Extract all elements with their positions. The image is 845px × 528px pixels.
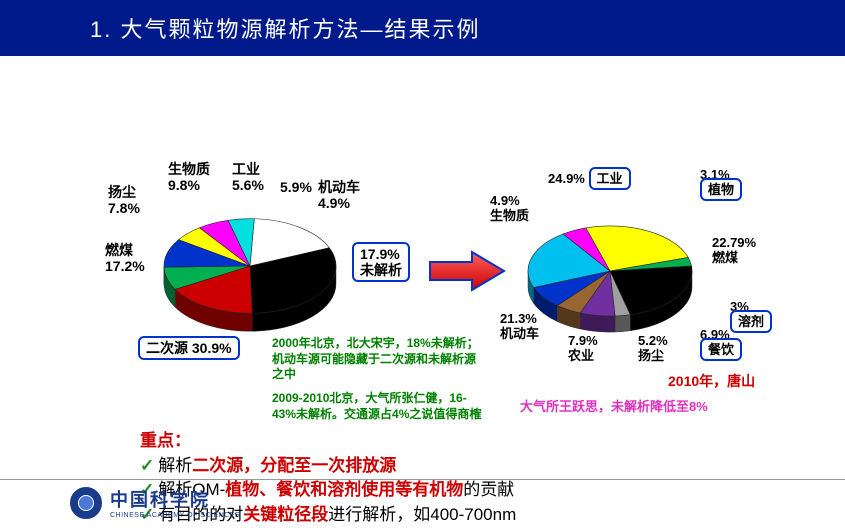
pie-left-label: 17.9%未解析: [352, 242, 410, 282]
footer-org-cn: 中国科学院: [110, 486, 240, 512]
pie-left-label: 机动车4.9%: [318, 179, 360, 211]
pie-left-label: 生物质9.8%: [168, 161, 210, 193]
pie-left-label: 燃煤17.2%: [105, 242, 145, 274]
pie-right-label: 4.9%生物质: [490, 194, 529, 224]
pie-right-label: 24.9% 工业: [548, 172, 631, 187]
pie-right-label: 7.9%农业: [568, 334, 598, 364]
note-green-2: 2009-2010北京，大气所张仁健，16- 43%未解析。交通源占4%之说值得…: [272, 391, 502, 422]
pie-right-label: 3.1%植物: [700, 168, 742, 198]
note-pink: 大气所王跃思，未解析降低至8%: [520, 396, 708, 415]
pie-right-label: 5.2%扬尘: [638, 334, 668, 364]
footer: 中国科学院 CHINESE ACADEMY OF SCIENCES: [0, 479, 845, 525]
arrow-icon: [428, 246, 508, 296]
cas-logo-icon: [70, 487, 102, 519]
pie-left-label: 二次源 30.9%: [138, 336, 240, 360]
footer-org-en: CHINESE ACADEMY OF SCIENCES: [110, 512, 240, 519]
key-point-item: ✓解析二次源，分配至一次排放源: [140, 454, 516, 479]
pie-left-label: 扬尘7.8%: [108, 184, 140, 216]
pie-right-label: 21.3%机动车: [500, 312, 539, 342]
note-green-1: 2000年北京，北大宋宇，18%未解析； 机动车源可能隐藏于二次源和未解析源 之…: [272, 336, 482, 383]
caption-year-right: 2010年，唐山: [668, 371, 755, 391]
pie-right-label: 3%溶剂: [730, 300, 772, 330]
slide-title: 1. 大气颗粒物源解析方法—结果示例: [0, 0, 845, 56]
key-points-heading: 重点：: [140, 429, 516, 454]
pie-right-label: 22.79%燃煤: [712, 236, 756, 266]
pie-left-label: 5.9%: [280, 179, 312, 195]
pie-right-label: 6.9%餐饮: [700, 328, 742, 358]
pie-left-label: 工业5.6%: [232, 161, 264, 193]
